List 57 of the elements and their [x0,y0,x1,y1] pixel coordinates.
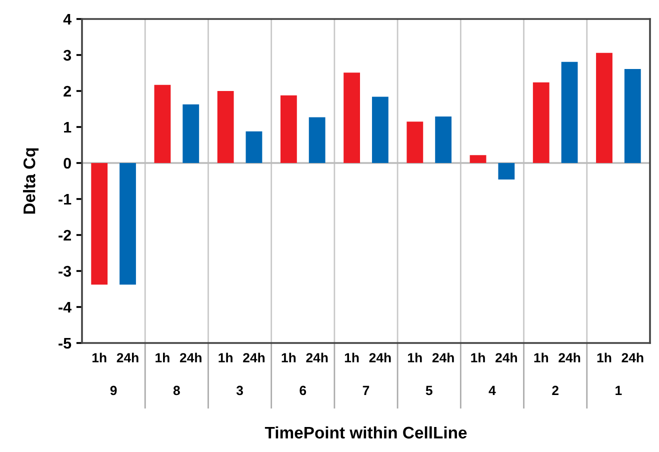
text: 1h [92,352,106,362]
x-tick-label: 2 [552,386,558,396]
y-tick-label: 1 [64,122,72,133]
y-tick-label: 0 [64,158,71,169]
text: 24h [180,352,202,362]
bar [498,163,515,180]
text: 24h [622,352,644,362]
bar [217,91,234,163]
y-tick-label: 2 [64,86,71,97]
bar [406,122,424,163]
text: 24h [432,352,454,362]
text: 1h [597,352,612,362]
text: 1h [471,352,485,362]
x-tick-label: 8 [173,386,180,396]
bar [470,155,486,163]
y-tick-label: -4 [58,302,72,313]
text: 1h [344,352,359,362]
text: 1h [282,352,296,362]
y-tick-label: -5 [58,338,72,349]
x-tick-label: 4 [488,386,496,396]
y-axis-title: Delta Cq [23,148,39,214]
bar [532,82,550,163]
x-tick-label: 9 [110,386,117,396]
bar [154,84,171,163]
text: 24h [306,352,328,362]
x-tick-label: 7 [362,386,370,396]
bar [372,96,388,163]
text: 1h [534,352,548,362]
x-tick-label: 1 [616,386,622,396]
text: 24h [558,352,580,362]
y-tick-label: -1 [58,194,72,205]
text: 1h [156,352,170,362]
bar [182,104,200,163]
y-tick-label: 3 [63,50,72,61]
bar [246,131,262,163]
bar [561,62,578,163]
y-tick-label: -3 [58,266,72,277]
bar [308,117,326,163]
text: 24h [116,352,138,362]
x-tick-label: 6 [300,386,306,396]
bar [596,52,612,163]
bar [280,95,297,163]
x-axis-title: TimePoint within CellLine [264,426,467,439]
bar [624,69,641,163]
bar [344,72,360,163]
text: 1h [408,352,422,362]
text: 1h [218,352,232,362]
bar [120,163,136,285]
x-tick-label: 5 [426,386,432,396]
text: 24h [496,352,517,362]
bar [91,163,108,285]
bar [435,116,452,163]
y-tick-label: 4 [63,14,72,25]
x-tick-label: 3 [236,386,243,396]
y-tick-label: -2 [58,230,71,241]
text: 24h [369,352,391,362]
text: 24h [243,352,265,362]
